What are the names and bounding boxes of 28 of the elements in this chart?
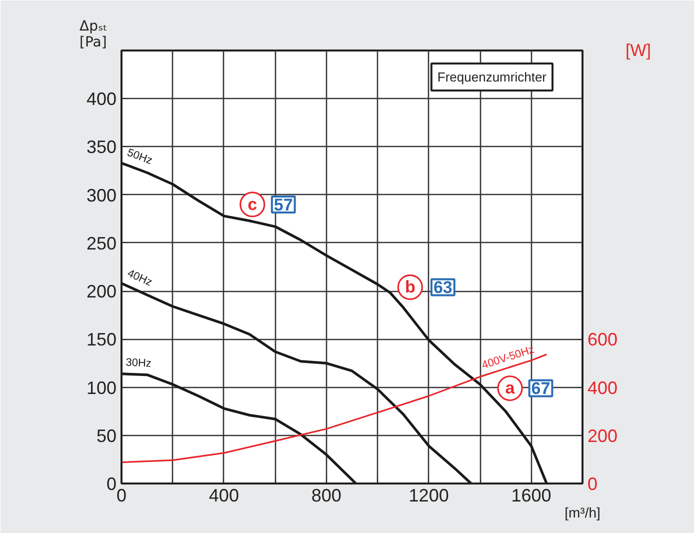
x-tick-label: 800 xyxy=(311,486,342,506)
y2-tick-label: 400 xyxy=(588,378,618,398)
y-tick-label: 400 xyxy=(86,89,117,110)
y-tick-label: 150 xyxy=(86,330,117,350)
y-axis-title: Δpₛₜ [Pa] xyxy=(80,18,108,50)
annotation: b xyxy=(404,278,416,297)
x-tick-label: 400 xyxy=(208,486,239,506)
annotation: a xyxy=(505,378,516,398)
y-tick-label: 200 xyxy=(86,282,117,302)
x-axis-title: [m³/h] xyxy=(564,504,600,520)
y-tick-label: 300 xyxy=(86,185,117,206)
annotation: 63 xyxy=(433,278,452,298)
y2-axis-title: [W] xyxy=(626,41,652,60)
x-tick-label: 1200 xyxy=(408,486,449,506)
text: Frequenzumrichter xyxy=(437,70,548,84)
annotation: c xyxy=(248,194,258,214)
text: 50Hz xyxy=(126,146,154,168)
y-tick-label: 350 xyxy=(86,137,117,158)
annotation: 57 xyxy=(274,195,293,214)
series-label: 30Hz xyxy=(126,356,152,370)
y2-tick-label: 200 xyxy=(588,426,618,446)
annotation: 67 xyxy=(531,379,550,398)
y2-tick-label: 600 xyxy=(588,330,618,350)
y-tick-label: 250 xyxy=(86,233,117,254)
y-tick-label: 100 xyxy=(86,378,117,398)
x-tick-label: 1600 xyxy=(511,486,552,506)
y-tick-label: 50 xyxy=(96,426,117,446)
text: 40Hz xyxy=(126,267,154,289)
